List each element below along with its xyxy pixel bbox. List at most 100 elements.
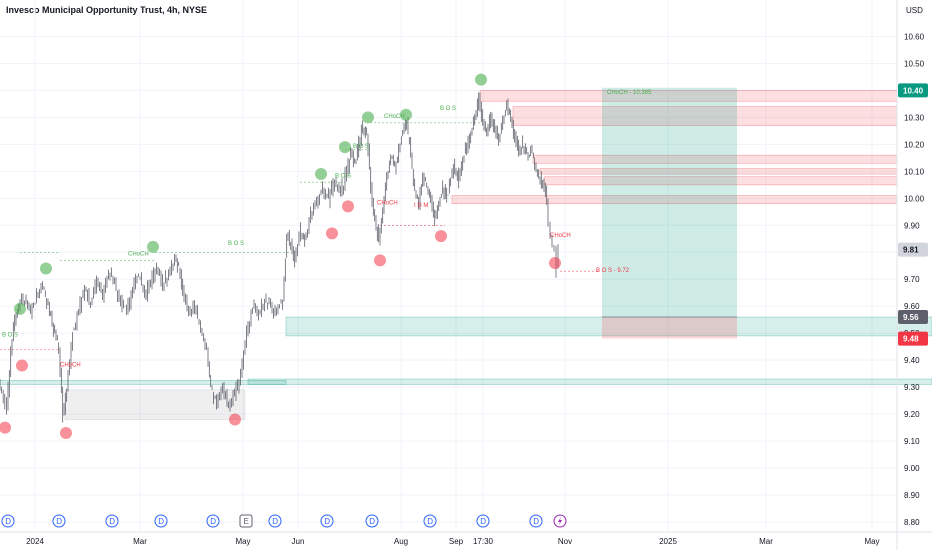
dividend-icon-label: D <box>158 517 164 526</box>
dividend-icon-label: D <box>109 517 115 526</box>
price-badges: 10.40 9.81 9.56 9.48 <box>898 83 928 346</box>
structure-label: B O S <box>353 144 369 150</box>
dividend-icon-label: D <box>56 517 62 526</box>
structure-label: B O S <box>2 333 18 339</box>
swing-high-marker <box>40 262 52 275</box>
swing-high-marker <box>147 240 159 253</box>
swing-high-marker <box>362 111 374 124</box>
x-tick-label: Jun <box>292 537 305 546</box>
dividend-icon <box>1 514 15 528</box>
grid <box>0 0 897 530</box>
x-tick-label: Mar <box>133 537 147 546</box>
swing-markers <box>0 73 561 439</box>
x-tick-label: 17:30 <box>473 537 494 546</box>
zones <box>0 90 932 420</box>
position-stop-zone <box>602 317 737 339</box>
y-axis: 10.60 10.50 10.40 10.30 10.20 10.10 10.00 9.90 9… <box>896 0 925 550</box>
dividend-icon <box>320 514 334 528</box>
structure-label: CHoCH <box>384 114 405 120</box>
dividend-icon <box>476 514 490 528</box>
swing-high-marker <box>475 73 487 86</box>
chart-title: Invesco Municipal Opportunity Trust, 4h,… <box>6 5 208 15</box>
swing-low-marker <box>229 413 241 426</box>
currency-label[interactable]: USD <box>906 6 923 15</box>
y-tick-label: 9.60 <box>904 302 920 311</box>
price-badge-label: 9.48 <box>903 335 919 344</box>
x-tick-label: 2024 <box>26 537 44 546</box>
dividend-icon-label: D <box>272 517 278 526</box>
dividend-icon <box>365 514 379 528</box>
dividend-icon <box>105 514 119 528</box>
y-tick-label: 9.00 <box>904 464 920 473</box>
structure-label: B O S <box>228 241 244 247</box>
price-badge <box>898 83 928 98</box>
dividend-icon <box>206 514 220 528</box>
dividend-icon-label: D <box>210 517 216 526</box>
y-tick-label: 9.90 <box>904 221 920 230</box>
swing-low-marker <box>374 254 386 267</box>
structure-label: B O S <box>335 173 351 179</box>
y-tick-label: 10.20 <box>904 140 925 149</box>
swing-high-marker <box>315 168 327 181</box>
y-tick-label: 10.10 <box>904 167 925 176</box>
y-tick-label: 10.00 <box>904 194 925 203</box>
structure-lines <box>0 122 600 350</box>
swing-low-marker <box>326 227 338 240</box>
long-position-tool <box>602 87 737 339</box>
dividend-icon-label: D <box>369 517 375 526</box>
swing-low-marker <box>16 359 28 372</box>
price-series <box>0 92 559 423</box>
structure-label: CHoCH <box>128 252 149 258</box>
swing-high-marker <box>400 108 412 121</box>
price-badge-label: 9.56 <box>903 313 919 322</box>
zone-demand <box>247 378 932 385</box>
dividend-icon-label: D <box>533 517 539 526</box>
structure-label: CHoCH <box>550 233 571 239</box>
y-tick-label: 8.90 <box>904 491 920 500</box>
lightning-glyph <box>558 517 562 525</box>
dividend-icon-label: D <box>427 517 433 526</box>
y-tick-label: 9.70 <box>904 275 920 284</box>
earnings-icon <box>239 514 253 528</box>
dividend-icon <box>529 514 543 528</box>
swing-low-marker <box>0 421 11 434</box>
price-badge <box>898 331 928 346</box>
zone-neutral <box>64 389 246 420</box>
x-tick-label: Mar <box>759 537 773 546</box>
x-tick-label: May <box>864 537 879 546</box>
dividend-icon-label: D <box>324 517 330 526</box>
x-tick-label: Nov <box>558 537 572 546</box>
x-tick-label: Sep <box>449 537 464 546</box>
structure-label: CHoCH - 10.385 <box>607 90 652 96</box>
x-tick-label: May <box>235 537 250 546</box>
structure-label: B O S <box>440 106 456 112</box>
structure-label: I D M <box>414 203 428 209</box>
y-tick-label: 8.80 <box>904 518 920 527</box>
dividend-icon <box>423 514 437 528</box>
dividend-icon <box>268 514 282 528</box>
y-tick-label: 9.40 <box>904 356 920 365</box>
price-badge <box>898 242 928 257</box>
structure-label: CHoCH <box>60 362 81 368</box>
structure-label: B O S - 9.72 <box>596 268 630 274</box>
dividend-icon <box>52 514 66 528</box>
y-tick-label: 10.60 <box>904 32 925 41</box>
swing-high-marker <box>339 141 351 154</box>
swing-low-marker <box>435 230 447 243</box>
earnings-icon-label: E <box>244 517 249 526</box>
price-badge-label: 9.81 <box>903 246 919 255</box>
y-tick-label: 9.10 <box>904 437 920 446</box>
zone-demand <box>0 380 287 385</box>
y-tick-label: 9.30 <box>904 383 920 392</box>
price-badge-label: 10.40 <box>903 86 924 95</box>
x-tick-label: 2025 <box>659 537 677 546</box>
y-tick-label: 10.50 <box>904 59 925 68</box>
swing-low-marker <box>60 426 72 439</box>
price-badge <box>898 310 928 325</box>
position-target-zone <box>602 87 737 318</box>
structure-labels: B O S CHoCH B O S B O S B O S CHoCH B O S CHoCH… <box>2 90 652 368</box>
y-tick-label: 9.20 <box>904 410 920 419</box>
y-tick-label: 10.30 <box>904 113 925 122</box>
